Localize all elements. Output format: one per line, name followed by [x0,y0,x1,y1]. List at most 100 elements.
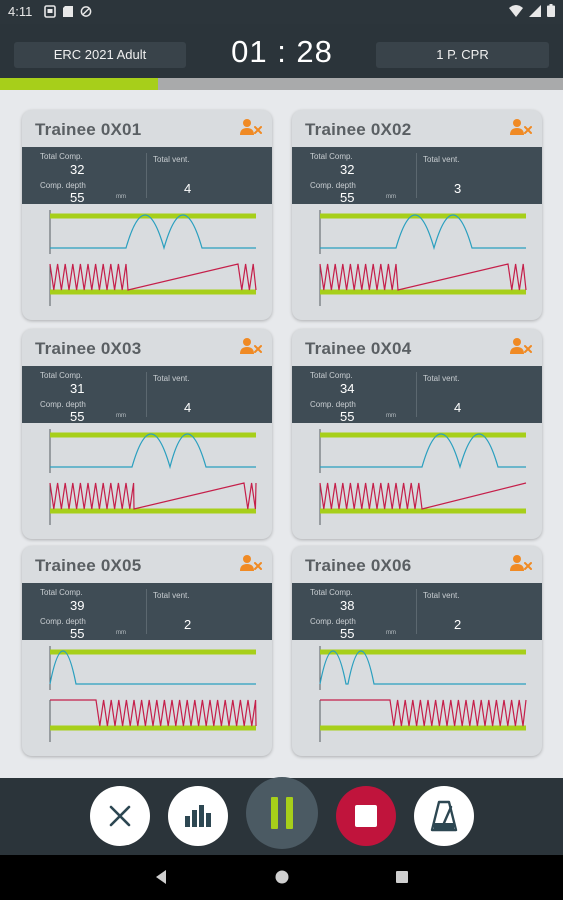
bar-chart-icon [185,805,211,827]
comp-depth-unit: mm [116,413,126,419]
remove-trainee-icon[interactable] [240,118,262,136]
total-comp-value: 32 [70,162,85,177]
trainee-card[interactable]: Trainee 0X02 Total Comp. 32 Comp. depth 55 mm… [292,110,542,320]
ventilation-curve [50,433,256,470]
trainee-name: Trainee 0X04 [305,339,412,358]
ventilation-curve [50,214,256,251]
trainee-stats: Total Comp. 34 Comp. depth 55 mm Total vent. 4 [292,366,542,424]
total-comp-value: 31 [70,381,85,396]
trainee-name: Trainee 0X02 [305,120,412,139]
notification-icon [44,5,56,18]
total-comp-value: 34 [340,381,355,396]
status-time: 4:11 [8,4,33,19]
statistics-button[interactable] [168,786,228,846]
trainee-name: Trainee 0X05 [35,556,142,575]
trainee-stats: Total Comp. 32 Comp. depth 55 mm Total vent. 3 [292,147,542,205]
total-comp-label: Total Comp. [310,588,353,597]
close-icon [109,805,131,827]
compression-curve [49,482,257,510]
waveform-graph [319,646,527,742]
compression-curve [319,263,527,291]
trainee-name: Trainee 0X03 [35,339,142,358]
compression-curve [320,699,527,727]
comp-depth-value: 55 [340,409,355,424]
compression-curve [49,263,257,291]
comp-depth-value: 55 [70,190,85,205]
trainee-name: Trainee 0X06 [305,556,412,575]
compression-curve [50,699,257,727]
total-comp-label: Total Comp. [40,152,83,161]
remove-trainee-icon[interactable] [510,554,532,572]
back-icon[interactable] [154,869,168,885]
waveform-graph [319,429,527,525]
pause-button[interactable] [246,777,318,849]
total-comp-value: 32 [340,162,355,177]
cpr-mode-selector[interactable]: 1 P. CPR [376,42,549,68]
waveform-graph [49,429,257,525]
trainee-stats: Total Comp. 31 Comp. depth 55 mm Total vent. 4 [22,366,272,424]
total-comp-label: Total Comp. [40,371,83,380]
pause-icon [271,797,293,829]
remove-trainee-icon[interactable] [240,554,262,572]
ventilation-curve [320,214,526,251]
comp-depth-label: Comp. depth [40,400,86,409]
trainee-card[interactable]: Trainee 0X01 Total Comp. 32 Comp. depth 55 mm… [22,110,272,320]
total-vent-label: Total vent. [423,374,460,383]
system-navigation-bar [0,855,563,900]
ventilation-curve [319,650,526,685]
total-comp-label: Total Comp. [40,588,83,597]
metronome-button[interactable] [414,786,474,846]
trainee-card[interactable]: Trainee 0X06 Total Comp. 38 Comp. depth 55 mm… [292,546,542,756]
ventilation-curve [320,433,526,470]
total-vent-label: Total vent. [153,155,190,164]
total-vent-label: Total vent. [153,374,190,383]
total-comp-value: 38 [340,598,355,613]
total-vent-label: Total vent. [153,591,190,600]
comp-depth-label: Comp. depth [40,181,86,190]
trainee-card[interactable]: Trainee 0X05 Total Comp. 39 Comp. depth 55 mm… [22,546,272,756]
waveform-graph [49,646,257,742]
total-vent-value: 4 [184,400,192,415]
stats-divider [146,589,147,634]
stats-divider [146,153,147,198]
total-vent-label: Total vent. [423,155,460,164]
stop-button[interactable] [336,786,396,846]
protocol-selector[interactable]: ERC 2021 Adult [14,42,186,68]
trainee-stats: Total Comp. 32 Comp. depth 55 mm Total vent. 4 [22,147,272,205]
remove-trainee-icon[interactable] [510,118,532,136]
cancel-button[interactable] [90,786,150,846]
data-saver-icon [80,6,92,17]
comp-depth-unit: mm [116,630,126,636]
remove-trainee-icon[interactable] [510,337,532,355]
stats-divider [146,372,147,417]
comp-depth-value: 55 [70,409,85,424]
session-header: ERC 2021 Adult 01 : 28 1 P. CPR [0,24,563,78]
trainee-name: Trainee 0X01 [35,120,142,139]
waveform-graph [49,210,257,306]
recents-icon[interactable] [395,869,409,885]
remove-trainee-icon[interactable] [240,337,262,355]
comp-depth-unit: mm [386,413,396,419]
total-vent-value: 2 [454,617,462,632]
metronome-icon [430,800,458,832]
session-progress-bar [0,78,563,90]
comp-depth-label: Comp. depth [310,400,356,409]
trainee-card[interactable]: Trainee 0X04 Total Comp. 34 Comp. depth 55 mm… [292,329,542,539]
trainee-stats: Total Comp. 39 Comp. depth 55 mm Total vent. 2 [22,583,272,641]
comp-depth-unit: mm [116,194,126,200]
home-icon[interactable] [274,869,290,885]
comp-depth-label: Comp. depth [40,617,86,626]
comp-depth-value: 55 [340,626,355,641]
battery-icon [547,4,555,17]
trainee-stats: Total Comp. 38 Comp. depth 55 mm Total vent. 2 [292,583,542,641]
comp-depth-unit: mm [386,194,396,200]
comp-depth-value: 55 [340,190,355,205]
stats-divider [416,372,417,417]
session-timer: 01 : 28 [231,34,333,69]
comp-depth-value: 55 [70,626,85,641]
stop-icon [355,805,377,827]
session-progress-fill [0,78,158,90]
status-bar: 4:11 [0,0,563,24]
trainee-card[interactable]: Trainee 0X03 Total Comp. 31 Comp. depth 55 mm… [22,329,272,539]
total-vent-label: Total vent. [423,591,460,600]
